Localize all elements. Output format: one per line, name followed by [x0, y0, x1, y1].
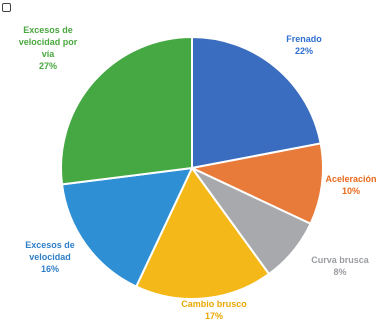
- slice-value-excesos-de-velocidad: 16%: [41, 264, 59, 274]
- slice-value-cambio-brusco: 17%: [205, 311, 223, 321]
- slice-label-curva-brusca: Curva brusca 8%: [311, 255, 370, 277]
- slice-label-excesos-de-velocidad: Excesos de velocidad 16%: [25, 240, 75, 274]
- slice-excesos-de-velocidad: [60, 166, 194, 288]
- window-corner-icon: [2, 3, 11, 12]
- slice-label-aceleracion: Aceleración 10%: [325, 174, 376, 196]
- pie-labels: Frenado 22% Aceleración 10% Curva brusca 8%…: [19, 25, 377, 321]
- slice-aceleracion: [188, 142, 324, 226]
- slice-label-excesos-de-velocidad-por-via: Excesos de velocidad por vía 27%: [19, 25, 78, 71]
- slice-value-curva-brusca: 8%: [333, 267, 346, 277]
- slice-value-excesos-de-velocidad-por-via: 27%: [39, 61, 57, 71]
- slice-label-frenado: Frenado 22%: [286, 34, 322, 56]
- slice-label-cambio-brusco: Cambio brusco 17%: [181, 299, 247, 321]
- pie-slices: [60, 35, 324, 300]
- slice-value-aceleracion: 10%: [342, 186, 360, 196]
- slice-frenado: [191, 35, 322, 170]
- slice-cambio-brusco: [134, 166, 271, 300]
- slice-value-frenado: 22%: [295, 46, 313, 56]
- slice-excesos-de-velocidad-por-via: [60, 35, 193, 186]
